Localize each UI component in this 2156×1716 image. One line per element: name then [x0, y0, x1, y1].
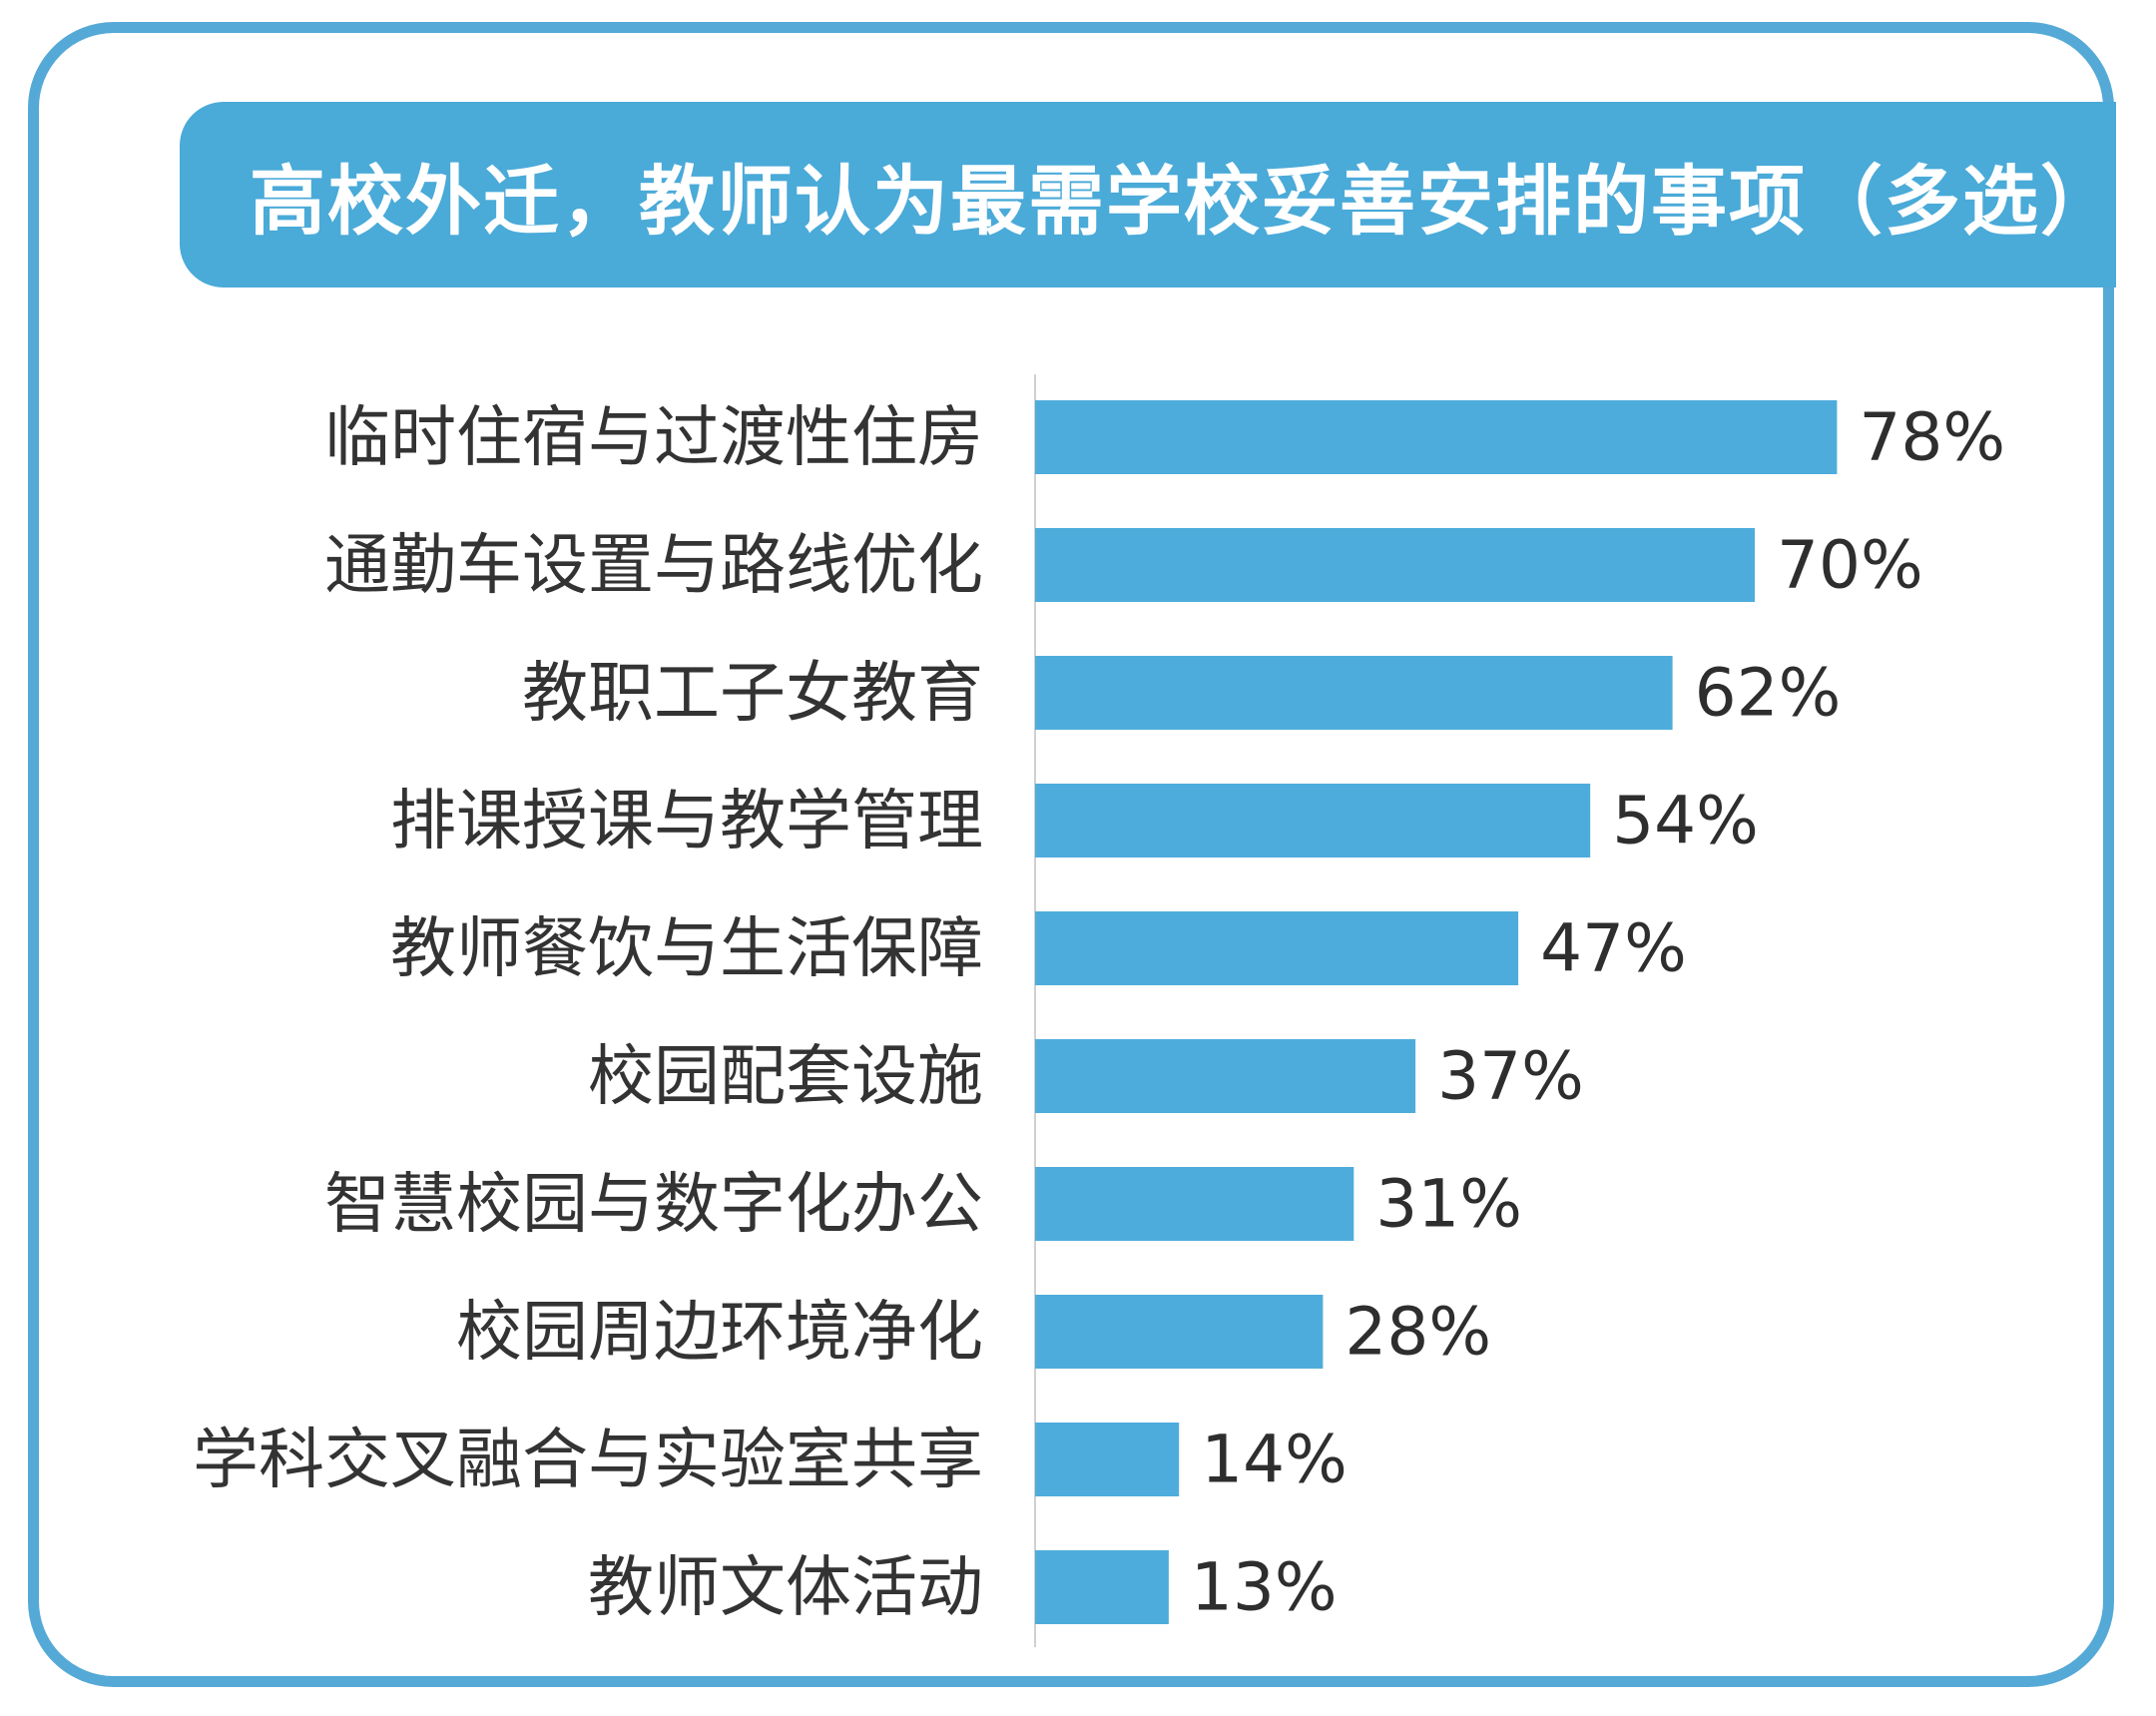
category-label: 教师餐饮与生活保障: [390, 910, 983, 987]
category-label: 排课授课与教学管理: [390, 783, 983, 859]
bar: [1035, 528, 1755, 602]
bar: [1035, 656, 1673, 730]
bar: [1035, 400, 1838, 474]
category-label: 智慧校园与数字化办公: [324, 1166, 983, 1243]
value-label: 31%: [1375, 1166, 1522, 1243]
bar: [1035, 911, 1519, 985]
category-label: 校园周边环境净化: [456, 1294, 983, 1371]
category-label: 临时住宿与过渡性住房: [324, 399, 983, 476]
title-banner: 高校外迁，教师认为最需学校妥善安排的事项（多选）: [180, 102, 2116, 287]
value-label: 28%: [1345, 1294, 1491, 1371]
category-label: 学科交叉融合与实验室共享: [193, 1422, 983, 1498]
category-label: 校园配套设施: [588, 1038, 983, 1115]
category-label: 教职工子女教育: [522, 655, 983, 732]
bar: [1035, 1039, 1416, 1113]
bar: [1035, 1423, 1180, 1496]
value-label: 14%: [1201, 1422, 1348, 1498]
value-label: 78%: [1859, 399, 2005, 476]
value-label: 62%: [1695, 655, 1842, 732]
value-label: 70%: [1777, 527, 1923, 604]
bar: [1035, 784, 1591, 858]
bar: [1035, 1167, 1354, 1241]
category-label: 教师文体活动: [588, 1549, 983, 1626]
category-label: 通勤车设置与路线优化: [324, 527, 983, 604]
chart-title: 高校外迁，教师认为最需学校妥善安排的事项（多选）: [250, 157, 2118, 246]
bar: [1035, 1550, 1169, 1624]
bar: [1035, 1295, 1324, 1369]
value-label: 47%: [1540, 910, 1687, 987]
value-label: 13%: [1191, 1549, 1338, 1626]
value-label: 37%: [1437, 1038, 1584, 1115]
value-label: 54%: [1612, 783, 1759, 859]
